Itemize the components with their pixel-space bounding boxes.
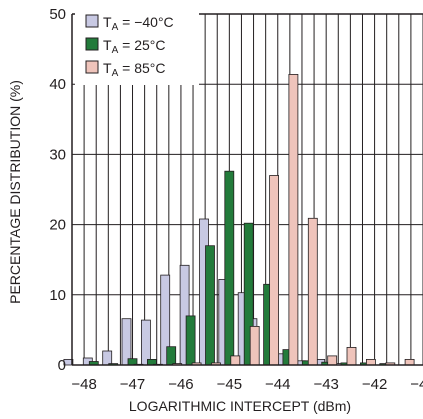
x-tick-label: −47 <box>120 376 145 393</box>
legend-label-sub: A <box>112 45 119 56</box>
y-axis-label: PERCENTAGE DISTRIBUTION (%) <box>7 80 23 304</box>
bar-series-0 <box>63 358 74 366</box>
legend-label-rest: = −40°C <box>118 14 173 30</box>
legend-entry-25: TA = 25°C <box>85 37 165 56</box>
bar-series-2 <box>404 358 415 366</box>
legend-swatch-25 <box>85 37 99 51</box>
legend-label-rest: = 85°C <box>118 60 165 76</box>
bars-group <box>63 74 415 366</box>
x-tick-labels: −48 −47 −46 −45 −44 −43 −42 −41 <box>71 376 423 393</box>
y-tick-label: 0 <box>58 357 66 374</box>
bar-series-2 <box>346 346 357 366</box>
legend-label-t: T <box>103 37 112 53</box>
legend-entry-minus40: TA = −40°C <box>85 14 174 33</box>
y-tick-label: 10 <box>49 287 66 304</box>
bar-series-2 <box>269 175 280 366</box>
x-tick-label: −44 <box>265 376 290 393</box>
y-tick-labels: 0 10 20 30 40 50 <box>49 6 66 374</box>
x-tick-label: −48 <box>71 376 96 393</box>
bar-series-0 <box>102 350 113 366</box>
x-tick-label: −42 <box>362 376 387 393</box>
x-axis-label: LOGARITHMIC INTERCEPT (dBm) <box>129 398 351 414</box>
y-tick-label: 50 <box>49 6 66 23</box>
bar-series-1 <box>166 346 177 366</box>
legend-label-sub: A <box>112 68 119 79</box>
legend-label-rest: = 25°C <box>118 37 165 53</box>
bar-series-2 <box>249 325 260 366</box>
legend-entry-85: TA = 85°C <box>85 60 165 79</box>
bar-series-1 <box>205 245 215 366</box>
legend-label-sub: A <box>112 22 119 33</box>
bar-series-1 <box>224 170 235 366</box>
x-tick-label: −46 <box>168 376 193 393</box>
svg-text:TA = 25°C: TA = 25°C <box>103 37 165 56</box>
x-tick-label: −41 <box>410 376 423 393</box>
bar-series-2 <box>327 355 338 366</box>
x-tick-label: −45 <box>217 376 242 393</box>
bar-series-2 <box>230 355 241 366</box>
svg-text:TA = −40°C: TA = −40°C <box>103 14 174 33</box>
bar-series-2 <box>307 217 318 366</box>
legend: TA = −40°C TA = 25°C TA = 85°C <box>75 13 199 85</box>
bar-series-2 <box>365 358 376 366</box>
bar-series-0 <box>140 319 151 366</box>
svg-text:TA = 85°C: TA = 85°C <box>103 60 165 79</box>
legend-swatch-85 <box>85 60 99 74</box>
bar-series-1 <box>185 315 196 366</box>
legend-label-t: T <box>103 60 112 76</box>
x-tick-label: −43 <box>313 376 338 393</box>
y-tick-label: 30 <box>49 146 66 163</box>
y-tick-label: 40 <box>49 76 66 93</box>
bar-series-0 <box>121 318 132 366</box>
bar-series-2 <box>288 74 299 366</box>
legend-label-t: T <box>103 14 112 30</box>
legend-swatch-minus40 <box>85 14 99 28</box>
y-tick-label: 20 <box>49 217 66 234</box>
